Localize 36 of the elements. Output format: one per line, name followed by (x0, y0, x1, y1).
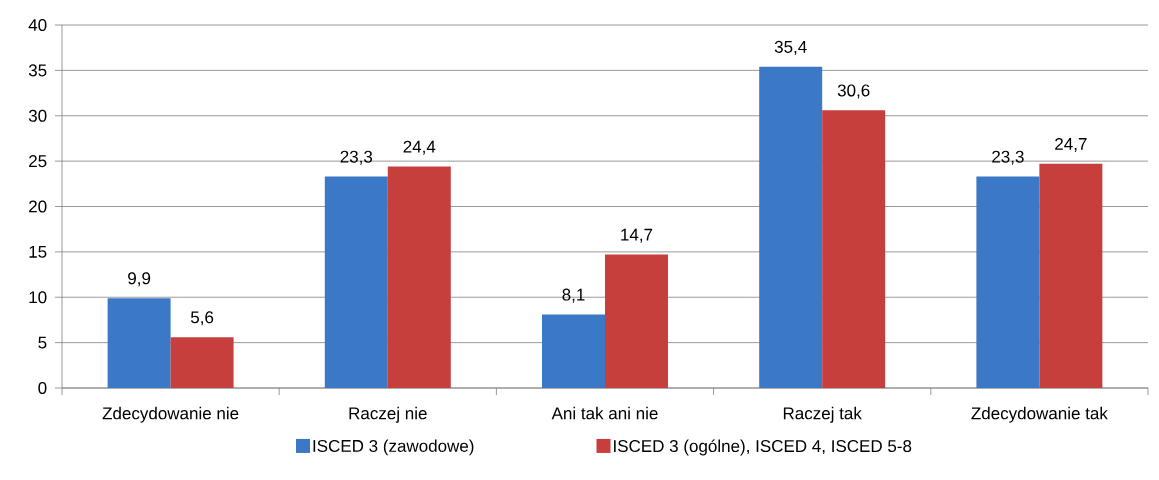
bar (822, 110, 886, 388)
x-tick-label: Raczej nie (349, 406, 427, 423)
bar (759, 66, 823, 388)
data-label: 24,7 (1055, 137, 1087, 152)
x-tick-label: Zdecydowanie tak (971, 406, 1108, 423)
data-label: 30,6 (837, 84, 870, 99)
x-tick-label: Zdecydowanie nie (102, 406, 239, 423)
y-tick-label: 35 (28, 64, 47, 77)
y-tick-label: 25 (29, 155, 47, 168)
legend-label: ISCED 3 (zawodowe) (313, 439, 474, 456)
data-label: 14,7 (621, 228, 653, 243)
data-label: 9,9 (128, 272, 151, 287)
x-tick-label: Raczej tak (783, 406, 862, 423)
y-tick-label: 10 (29, 291, 47, 304)
bar (976, 176, 1040, 388)
data-label: 23,3 (992, 150, 1024, 165)
bar (324, 176, 388, 388)
y-tick-label: 5 (38, 336, 47, 349)
data-label: 35,4 (774, 40, 807, 55)
bar (387, 166, 451, 388)
x-tick-label: Ani tak ani nie (551, 406, 658, 420)
bar (604, 254, 668, 388)
y-tick-label: 20 (29, 200, 47, 213)
y-tick-label: 0 (38, 381, 47, 395)
legend-label: ISCED 3 (ogólne), ISCED 4, ISCED 5-8 (614, 439, 912, 456)
bar (542, 314, 605, 388)
data-label: 8,1 (562, 288, 585, 303)
data-label: 5,6 (190, 311, 214, 326)
y-tick-label: 30 (28, 109, 47, 122)
bar (107, 298, 171, 388)
data-label: 23,3 (340, 150, 373, 165)
y-tick-label: 40 (28, 18, 47, 32)
bar (170, 337, 234, 388)
y-tick-label: 15 (29, 245, 47, 258)
bar (1039, 163, 1103, 388)
data-label: 24,4 (403, 140, 436, 155)
